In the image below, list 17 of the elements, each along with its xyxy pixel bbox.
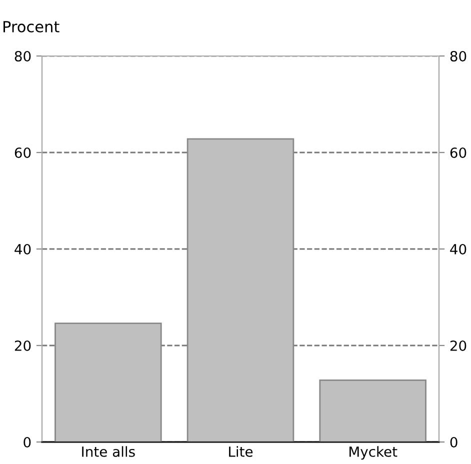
bar bbox=[319, 380, 426, 442]
y2-tick-label: 20 bbox=[450, 340, 466, 351]
y-tick-label: 60 bbox=[14, 147, 31, 158]
bar bbox=[54, 322, 162, 442]
y-tick-label: 0 bbox=[24, 436, 31, 448]
y-tick-label: 80 bbox=[14, 50, 31, 62]
x-tick-label: Inte alls bbox=[82, 446, 135, 457]
bar bbox=[186, 138, 294, 442]
y-tick-label: 20 bbox=[14, 340, 31, 351]
y2-tick-label: 80 bbox=[450, 50, 466, 62]
x-tick-label: Mycket bbox=[350, 446, 398, 460]
y-axis-title: Procent bbox=[4, 21, 60, 32]
y2-tick-label: 0 bbox=[450, 436, 458, 448]
y2-tick-label: 60 bbox=[450, 147, 466, 158]
x-tick-label: Lite bbox=[229, 446, 253, 457]
y2-tick-label: 40 bbox=[450, 244, 466, 254]
y-tick-label: 40 bbox=[14, 244, 31, 254]
